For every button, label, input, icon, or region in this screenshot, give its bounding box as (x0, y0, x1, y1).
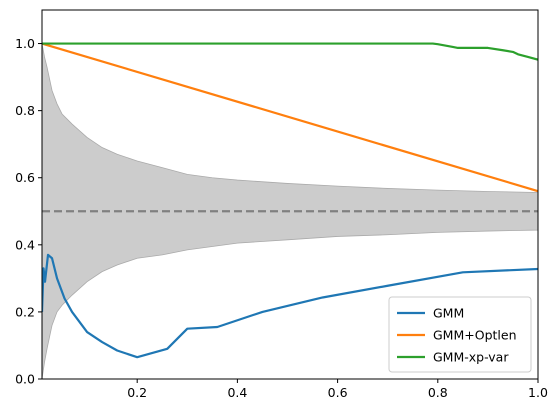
legend-label-0: GMM (433, 306, 464, 321)
x-tick-label-1: 0.4 (227, 385, 247, 400)
y-tick-label-4: 0.8 (15, 103, 35, 118)
series-line-2 (42, 42, 538, 61)
plot-area (42, 42, 538, 379)
y-tick-label-5: 1.0 (15, 36, 35, 51)
x-tick-label-3: 0.8 (428, 385, 448, 400)
x-tick-label-4: 1.0 (528, 385, 548, 400)
y-tick-label-1: 0.2 (15, 304, 35, 319)
y-tick-label-2: 0.4 (15, 237, 35, 252)
y-tick-label-3: 0.6 (15, 170, 35, 185)
axes-frame (41, 9, 539, 380)
y-tick-label-0: 0.0 (15, 372, 35, 387)
axes: 0.2 0.4 0.6 0.8 1.0 0.0 0.2 0.4 0.6 0.8 1.0 (15, 9, 548, 400)
legend: GMM GMM+Optlen GMM-xp-var (388, 296, 532, 373)
legend-label-2: GMM-xp-var (433, 350, 509, 365)
x-tick-label-2: 0.6 (328, 385, 348, 400)
legend-box (388, 296, 532, 373)
series-line-1 (42, 42, 538, 193)
x-tick-label-0: 0.2 (127, 385, 147, 400)
series-line-0 (42, 253, 538, 359)
legend-label-1: GMM+Optlen (433, 328, 517, 343)
